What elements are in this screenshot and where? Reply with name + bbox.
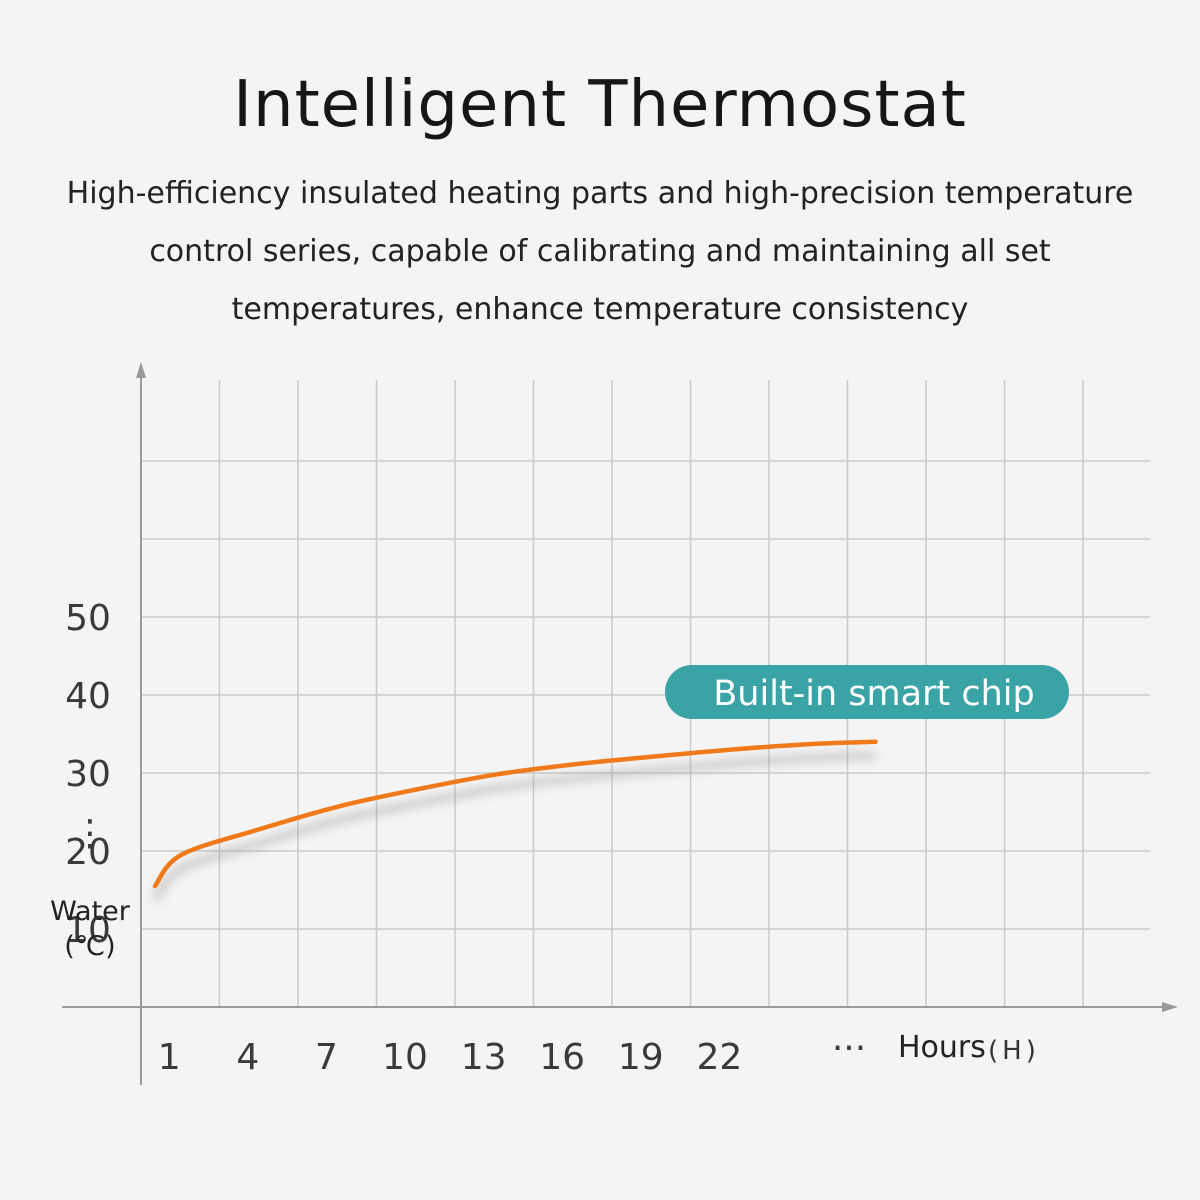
y-tick-label: 50: [65, 598, 111, 639]
subtitle-line-3: temperatures, enhance temperature consis…: [231, 292, 969, 327]
y-tick-ellipsis: ⋮: [72, 813, 108, 854]
x-tick-label: 7: [315, 1037, 338, 1078]
badge-label: Built-in smart chip: [713, 674, 1034, 714]
x-axis-unit: (H): [988, 1036, 1040, 1066]
x-axis-arrow: [1162, 1002, 1178, 1012]
x-tick-label: 19: [618, 1037, 664, 1078]
chart-axes: [62, 362, 1178, 1085]
smart-chip-badge: Built-in smart chip: [665, 665, 1069, 719]
x-axis-label: Hours: [898, 1030, 986, 1065]
y-axis-ticks: 50 40 30 20 10 ⋮: [65, 598, 111, 951]
y-tick-label: 10: [65, 910, 111, 951]
y-tick-label: 30: [65, 754, 111, 795]
x-tick-label: 1: [158, 1037, 181, 1078]
chart-series: [152, 739, 878, 903]
x-tick-label: 16: [539, 1037, 585, 1078]
y-axis-arrow: [136, 362, 146, 378]
page-subtitle: High-efficiency insulated heating parts …: [0, 165, 1200, 339]
x-axis-ticks: 1 4 7 10 13 16 19 22 ···: [158, 1028, 866, 1078]
x-tick-ellipsis: ···: [832, 1028, 866, 1069]
subtitle-line-2: control series, capable of calibrating a…: [149, 234, 1051, 269]
x-tick-label: 10: [382, 1037, 428, 1078]
y-tick-label: 40: [65, 676, 111, 717]
temperature-curve: [152, 739, 878, 889]
x-tick-label: 22: [696, 1037, 742, 1078]
subtitle-line-1: High-efficiency insulated heating parts …: [66, 176, 1134, 211]
badge-background: [665, 665, 1069, 719]
page-title: Intelligent Thermostat: [233, 68, 967, 142]
y-tick-label: 20: [65, 832, 111, 873]
x-tick-label: 4: [236, 1037, 259, 1078]
y-axis-label-line-2: (℃): [64, 931, 115, 962]
x-tick-label: 13: [461, 1037, 507, 1078]
y-axis-label-line-1: Water: [50, 896, 131, 927]
chart-grid: [141, 380, 1150, 1007]
series-shadow: [152, 752, 876, 903]
